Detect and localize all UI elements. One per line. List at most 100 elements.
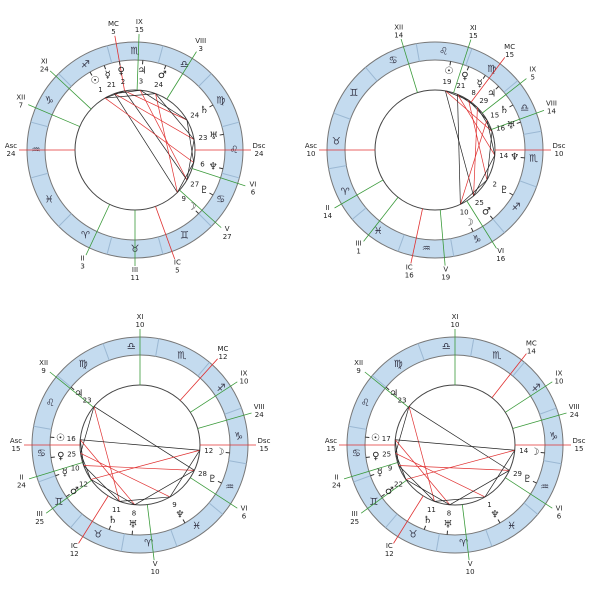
planet-degree: 23: [398, 397, 407, 405]
cusp-label: XI: [470, 24, 477, 32]
planet-tick: [65, 493, 70, 498]
sign-divider: [397, 234, 405, 252]
aspect-line: [79, 439, 84, 466]
planet-tick: [380, 493, 385, 498]
planet-degree: 14: [519, 447, 528, 455]
sign-divider: [385, 513, 398, 529]
aspect-line: [457, 94, 496, 156]
cusp-label: V: [443, 266, 448, 274]
planet-tick: [516, 121, 521, 124]
planet-tick: [108, 525, 112, 530]
sign-divider: [221, 172, 240, 179]
planet-degree: 15: [490, 112, 499, 120]
sign-divider: [106, 45, 113, 64]
sign-divider: [371, 375, 387, 388]
house-cusp: [155, 206, 176, 260]
sign-glyph: ♋: [37, 449, 46, 460]
cusp-label: XI: [137, 313, 144, 321]
planet-degree: 6: [200, 160, 205, 168]
cusp-label: Asc: [325, 437, 337, 445]
cusp-label: II: [19, 473, 23, 481]
aspect-line: [80, 453, 171, 498]
cusp-degree: 14: [547, 108, 556, 116]
sign-glyph: ♍: [79, 359, 88, 370]
cusp-label: IC: [71, 542, 78, 550]
sign-divider: [333, 112, 351, 120]
cusp-label: IX: [136, 18, 143, 26]
cusp-label: VI: [556, 505, 563, 513]
planet-glyph: ♇: [500, 185, 509, 196]
cusp-degree: 6: [557, 513, 562, 521]
planet-degree: 25: [382, 451, 391, 459]
house-cusp: [393, 495, 424, 544]
cusp-degree: 27: [223, 233, 232, 241]
cusp-degree: 10: [451, 321, 460, 329]
house-cusp: [146, 504, 155, 561]
aspect-line: [93, 406, 120, 502]
cusp-degree: 15: [135, 26, 144, 34]
planet-tick: [449, 61, 452, 66]
planet-degree: 9: [182, 195, 186, 203]
aspect-line: [80, 439, 200, 451]
planet-glyph: ♄: [200, 105, 209, 116]
sign-glyph: ♒: [32, 145, 41, 156]
aspect-line: [155, 93, 195, 140]
cusp-label: XI: [452, 313, 459, 321]
aspect-line: [405, 449, 515, 480]
planet-degree: 25: [67, 451, 76, 459]
cusp-degree: 24: [255, 411, 264, 419]
house-cusp: [166, 51, 197, 100]
planet-glyph: ♂: [482, 206, 491, 217]
cusp-label: III: [352, 510, 358, 518]
aspect-line: [445, 90, 493, 132]
cusp-label: Dsc: [253, 142, 266, 150]
cusp-label: Dsc: [258, 437, 271, 445]
house-cusp: [505, 477, 553, 509]
aspect-line: [484, 450, 516, 498]
chart-wheel: ♋♊♉♈♓♒♑♐♏♎♍♌Asc15II24III25IC12V10VI6Dsc1…: [325, 313, 586, 576]
planet-degree: 29: [513, 470, 522, 478]
planet-tick: [55, 473, 60, 477]
aspect-line: [395, 453, 407, 480]
aspect-line: [398, 465, 435, 502]
planet-glyph: ☉: [444, 66, 453, 77]
cusp-label: II: [81, 254, 85, 262]
aspect-line: [449, 470, 510, 506]
planet-degree: 1: [98, 86, 102, 94]
aspect-line: [408, 406, 435, 502]
sign-divider: [70, 513, 83, 529]
house-cusp: [461, 504, 470, 561]
sign-divider: [221, 121, 240, 128]
planet-glyph: ♄: [500, 105, 509, 116]
house-cusp: [343, 462, 398, 480]
cusp-label: V: [225, 225, 230, 233]
aspect-line: [457, 94, 478, 108]
sign-divider: [208, 502, 224, 515]
sign-divider: [485, 529, 493, 547]
aspect-line: [394, 439, 451, 505]
cusp-label: VI: [497, 247, 504, 255]
aspect-line: [408, 406, 510, 471]
aspect-line: [80, 453, 92, 480]
sign-glyph: ♉: [332, 136, 341, 147]
sign-divider: [523, 502, 539, 515]
house-cusp: [453, 39, 472, 94]
aspect-line: [395, 406, 410, 454]
cusp-label: XI: [41, 57, 48, 65]
aspect-line: [394, 439, 399, 466]
planet-degree: 8: [447, 510, 451, 518]
cusp-degree: 5: [530, 74, 534, 82]
planet-glyph: ☉: [371, 433, 380, 444]
sign-glyph: ♑: [472, 235, 481, 246]
planet-glyph: ☿: [105, 70, 111, 81]
cusp-label: IX: [241, 369, 248, 377]
sign-glyph: ♏: [529, 154, 538, 165]
sign-glyph: ♊: [54, 497, 63, 508]
planet-glyph: ☽: [530, 447, 539, 458]
planet-glyph: ♅: [209, 131, 218, 142]
sign-glyph: ♓: [507, 521, 516, 532]
planet-tick: [497, 519, 501, 524]
sign-divider: [224, 407, 242, 415]
cusp-degree: 24: [40, 65, 49, 73]
planet-glyph: ♆: [176, 509, 185, 520]
